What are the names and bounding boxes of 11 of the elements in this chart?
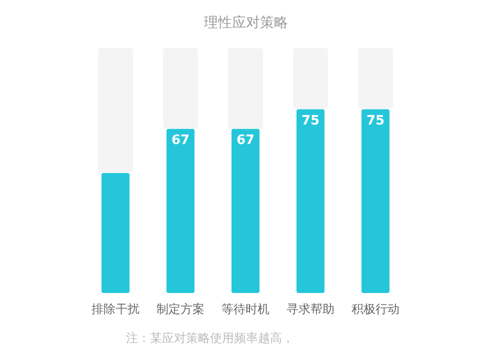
data-label: 67	[236, 132, 255, 148]
x-tick-label: 寻求帮助	[286, 302, 334, 316]
text: 注：某应对策略使用频率越高，	[126, 331, 294, 345]
x-tick-label: 等待时机	[222, 302, 270, 316]
x-tick-label: 积极行动	[352, 302, 400, 316]
data-label: 75	[366, 113, 385, 128]
x-tick-label: 排除干扰	[92, 302, 140, 316]
data-label: 67	[171, 132, 190, 148]
data-label: 75	[301, 113, 320, 128]
chart-title: 理性应对策略	[204, 15, 288, 31]
x-tick-label: 制定方案	[156, 302, 204, 316]
